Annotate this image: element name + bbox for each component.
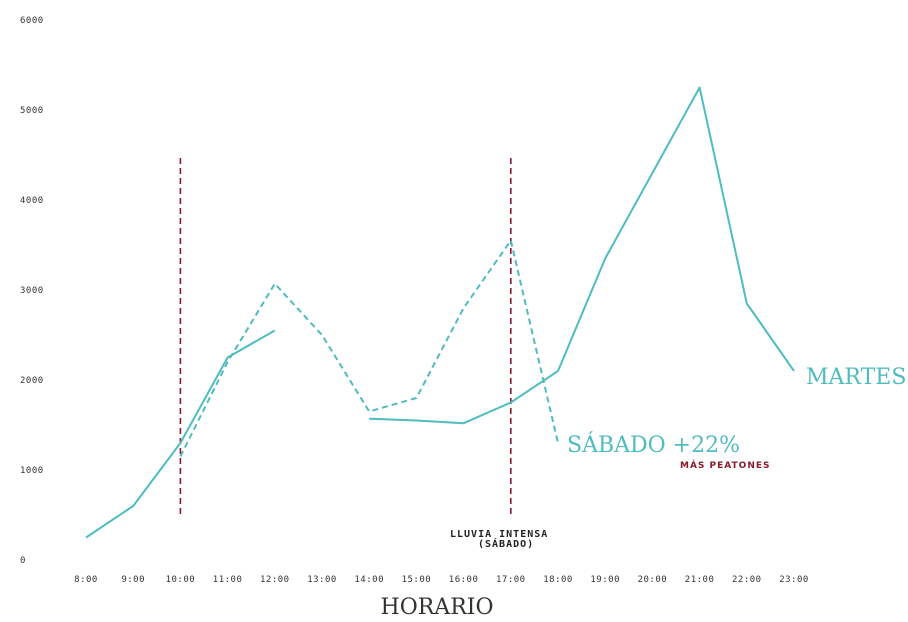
x-tick-label: 16:00 (449, 575, 479, 585)
y-tick-label: 6000 (20, 16, 44, 26)
event-label-line1: LLUVIA INTENSA (450, 529, 548, 540)
series-line-0 (85, 329, 276, 539)
y-tick-label: 3000 (20, 286, 44, 296)
x-tick-label: 11:00 (213, 575, 243, 585)
event-label-line2: (SÁBADO) (478, 537, 534, 550)
series-label-sabado: SÁBADO +22% (567, 431, 740, 458)
y-axis-ticks: 0 1000 2000 3000 4000 5000 6000 (20, 16, 44, 566)
x-tick-label: 15:00 (402, 575, 432, 585)
x-tick-label: 17:00 (496, 575, 526, 585)
x-tick-label: 14:00 (354, 575, 384, 585)
x-tick-label: 19:00 (590, 575, 620, 585)
event-vertical-lines (179, 158, 512, 518)
series-lines (85, 86, 795, 539)
series-line-1 (179, 239, 559, 457)
x-tick-label: 8:00 (74, 575, 98, 585)
x-tick-label: 18:00 (543, 575, 573, 585)
x-axis-title: HORARIO (381, 595, 494, 620)
x-tick-label: 10:00 (166, 575, 196, 585)
x-tick-label: 22:00 (732, 575, 762, 585)
y-tick-label: 5000 (20, 106, 44, 116)
x-tick-label: 23:00 (779, 575, 809, 585)
y-tick-label: 0 (20, 556, 26, 566)
series-label-martes: MARTES (806, 365, 906, 390)
y-tick-label: 4000 (20, 196, 44, 206)
x-axis-ticks: 8:00 9:00 10:00 11:00 12:00 13:00 14:00 15:00 16… (74, 575, 809, 585)
x-tick-label: 9:00 (121, 575, 145, 585)
x-tick-label: 20:00 (638, 575, 668, 585)
y-tick-label: 2000 (20, 376, 44, 386)
x-tick-label: 21:00 (685, 575, 715, 585)
series-line-0 (369, 86, 795, 425)
x-tick-label: 13:00 (307, 575, 337, 585)
x-tick-label: 12:00 (260, 575, 290, 585)
y-tick-label: 1000 (20, 466, 44, 476)
sub-label-mas-peatones: MÁS PEATONES (680, 459, 771, 471)
